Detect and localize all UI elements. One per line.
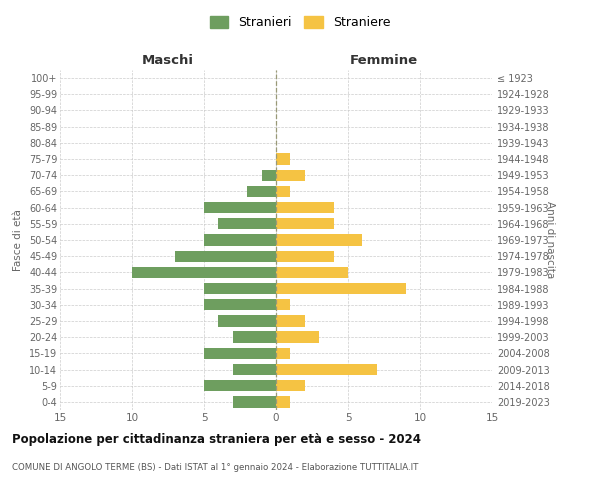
Bar — [276, 186, 290, 197]
Bar — [276, 250, 334, 262]
Bar — [233, 396, 276, 407]
Y-axis label: Fasce di età: Fasce di età — [13, 209, 23, 271]
Bar — [204, 299, 276, 310]
Text: Popolazione per cittadinanza straniera per età e sesso - 2024: Popolazione per cittadinanza straniera p… — [12, 432, 421, 446]
Bar — [262, 170, 276, 181]
Bar — [276, 332, 319, 343]
Bar — [204, 234, 276, 246]
Bar — [204, 348, 276, 359]
Text: Femmine: Femmine — [350, 54, 418, 67]
Bar — [218, 218, 276, 230]
Bar — [276, 234, 362, 246]
Bar — [276, 380, 305, 392]
Text: COMUNE DI ANGOLO TERME (BS) - Dati ISTAT al 1° gennaio 2024 - Elaborazione TUTTI: COMUNE DI ANGOLO TERME (BS) - Dati ISTAT… — [12, 462, 418, 471]
Bar — [276, 170, 305, 181]
Bar — [276, 364, 377, 375]
Bar — [132, 266, 276, 278]
Bar — [276, 266, 348, 278]
Bar — [276, 202, 334, 213]
Bar — [276, 396, 290, 407]
Legend: Stranieri, Straniere: Stranieri, Straniere — [205, 11, 395, 34]
Bar — [276, 218, 334, 230]
Bar — [218, 316, 276, 326]
Bar — [175, 250, 276, 262]
Bar — [276, 283, 406, 294]
Y-axis label: Anni di nascita: Anni di nascita — [545, 202, 555, 278]
Bar — [247, 186, 276, 197]
Bar — [276, 299, 290, 310]
Bar — [204, 283, 276, 294]
Bar — [204, 202, 276, 213]
Bar — [276, 316, 305, 326]
Bar — [276, 154, 290, 164]
Bar — [233, 364, 276, 375]
Bar — [233, 332, 276, 343]
Bar — [276, 348, 290, 359]
Text: Maschi: Maschi — [142, 54, 194, 67]
Bar — [204, 380, 276, 392]
